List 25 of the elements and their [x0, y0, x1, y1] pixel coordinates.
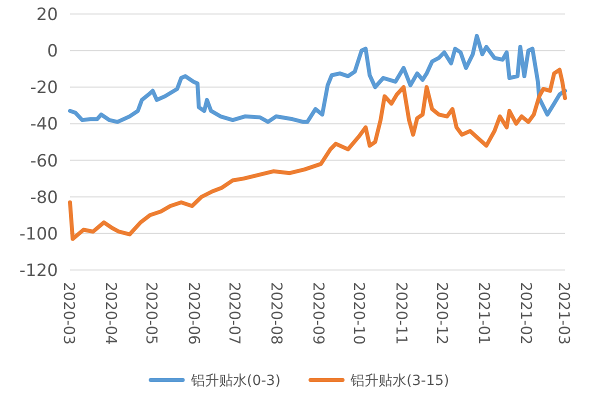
y-tick-label: -60	[30, 151, 58, 172]
y-tick-label: -80	[30, 188, 58, 208]
x-tick-label: 2020-05	[142, 282, 161, 345]
x-tick-label: 2020-07	[225, 282, 244, 345]
y-tick-label: 0	[47, 42, 58, 62]
x-tick-label: 2021-03	[555, 282, 573, 345]
y-tick-label: -100	[19, 224, 58, 244]
line-series	[68, 34, 567, 124]
x-tick-label: 2020-09	[310, 282, 328, 345]
x-tick-label: 2020-04	[102, 282, 120, 345]
y-tick-label: -20	[30, 78, 58, 98]
legend-label: 铝升贴水(3-15)	[350, 373, 450, 389]
x-tick-label: 2021-02	[517, 282, 536, 345]
y-tick-label: 20	[36, 5, 58, 25]
x-tick-label: 2020-12	[432, 282, 451, 345]
legend-label: 铝升贴水(0-3)	[190, 373, 281, 389]
y-tick-label: -40	[30, 114, 58, 135]
x-tick-label: 2020-10	[350, 282, 368, 345]
x-tick-label: 2021-01	[474, 282, 493, 345]
line-series	[68, 68, 567, 241]
x-tick-label: 2020-03	[60, 282, 78, 345]
x-tick-label: 2020-06	[184, 282, 203, 345]
y-tick-label: -120	[19, 261, 58, 281]
x-tick-label: 2020-11	[392, 282, 410, 345]
x-tick-label: 2020-08	[267, 282, 286, 345]
